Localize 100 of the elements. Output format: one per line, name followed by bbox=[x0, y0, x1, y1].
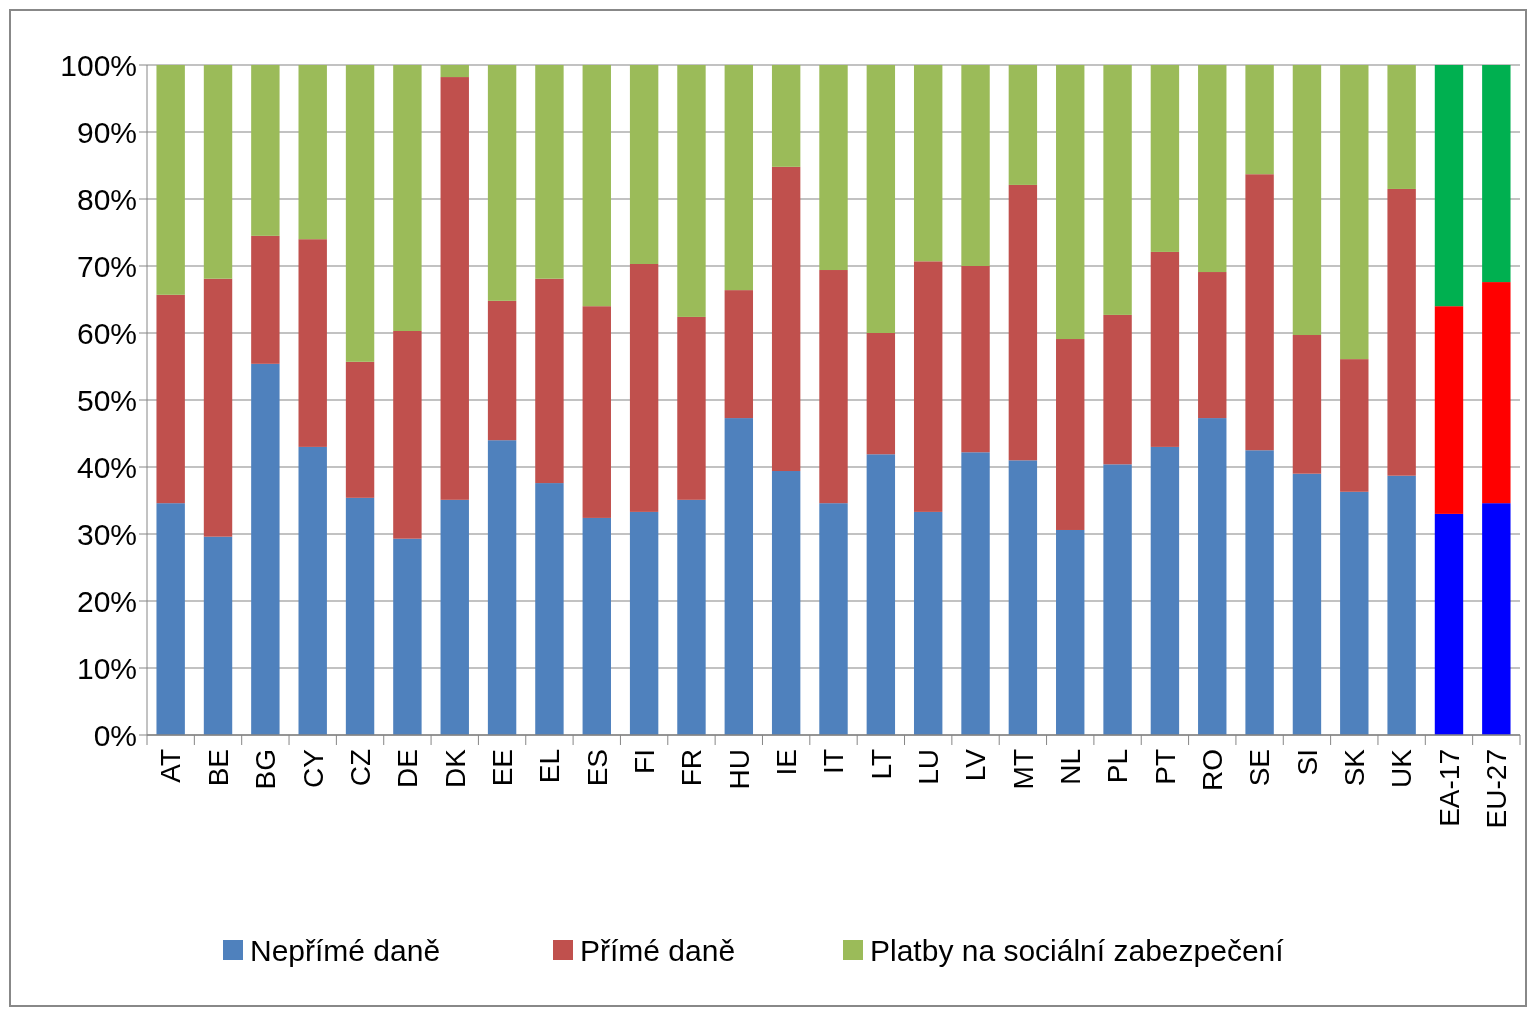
bar bbox=[298, 446, 327, 735]
bar bbox=[866, 454, 896, 735]
x-tick-label: DE bbox=[392, 749, 424, 788]
bar bbox=[629, 65, 659, 264]
bar bbox=[1434, 513, 1464, 735]
bar bbox=[724, 65, 754, 291]
bar bbox=[1340, 65, 1369, 360]
x-tick-label: RO bbox=[1197, 749, 1229, 791]
bar bbox=[724, 418, 754, 735]
x-tick-label: CY bbox=[297, 748, 329, 788]
bar bbox=[1198, 272, 1227, 419]
bar bbox=[1387, 188, 1416, 476]
bar bbox=[1103, 65, 1132, 315]
y-tick-label: 50% bbox=[76, 383, 137, 417]
x-tick-label: FR bbox=[676, 749, 708, 787]
x-tick-label: LT bbox=[865, 749, 897, 780]
legend-label: Nepřímé daně bbox=[250, 933, 441, 967]
bar bbox=[961, 65, 990, 266]
bar bbox=[724, 290, 754, 419]
y-tick-label: 70% bbox=[76, 249, 137, 283]
y-tick-label: 100% bbox=[60, 48, 137, 82]
bar bbox=[771, 65, 801, 167]
bar bbox=[156, 503, 185, 735]
bar bbox=[535, 483, 564, 735]
bar bbox=[1056, 529, 1085, 735]
bar bbox=[251, 65, 280, 236]
bar bbox=[866, 65, 896, 333]
bar bbox=[1150, 251, 1180, 447]
bar bbox=[1150, 446, 1180, 735]
bar bbox=[203, 65, 233, 279]
legend-label: Přímé daně bbox=[580, 933, 736, 967]
bar bbox=[582, 517, 611, 735]
bar bbox=[961, 452, 990, 735]
x-tick-label: IE bbox=[770, 749, 802, 776]
bar bbox=[1103, 314, 1132, 465]
bar bbox=[1056, 65, 1085, 340]
bar bbox=[156, 65, 185, 295]
x-tick-label: UK bbox=[1386, 748, 1418, 788]
bar bbox=[1150, 65, 1180, 252]
x-tick-label: EA-17 bbox=[1433, 749, 1465, 827]
bar bbox=[1482, 282, 1511, 504]
bar bbox=[819, 503, 848, 735]
bar bbox=[819, 65, 848, 271]
bar bbox=[487, 440, 517, 735]
x-tick-label: EU-27 bbox=[1481, 749, 1513, 829]
x-tick-label: PT bbox=[1149, 749, 1181, 785]
x-tick-label: SE bbox=[1244, 749, 1276, 787]
x-tick-label: EL bbox=[534, 749, 566, 784]
bar bbox=[298, 239, 327, 447]
bar bbox=[677, 499, 706, 735]
bar bbox=[1482, 65, 1511, 283]
y-tick-label: 10% bbox=[76, 651, 137, 685]
bar bbox=[1434, 65, 1464, 307]
bar bbox=[1340, 491, 1369, 735]
bar bbox=[440, 499, 469, 735]
bar bbox=[582, 65, 611, 307]
x-tick-label: SI bbox=[1291, 749, 1323, 776]
bar bbox=[1103, 464, 1132, 735]
bar bbox=[677, 316, 706, 500]
y-tick-label: 30% bbox=[76, 517, 137, 551]
x-tick-label: NL bbox=[1055, 749, 1087, 785]
bar bbox=[345, 497, 375, 735]
bar bbox=[1482, 503, 1511, 735]
bar bbox=[1387, 475, 1416, 735]
x-tick-label: FI bbox=[628, 749, 660, 774]
bar bbox=[203, 278, 233, 537]
bar bbox=[1245, 65, 1274, 175]
bar bbox=[1292, 65, 1322, 336]
bar bbox=[819, 270, 848, 504]
bar bbox=[1245, 450, 1274, 735]
bar bbox=[582, 306, 611, 518]
bar bbox=[771, 471, 801, 735]
bar bbox=[1198, 65, 1227, 273]
x-tick-label: LV bbox=[960, 748, 992, 782]
x-tick-label: AT bbox=[155, 749, 187, 783]
bar bbox=[345, 361, 375, 498]
x-tick-label: SK bbox=[1339, 748, 1371, 787]
bar bbox=[298, 65, 327, 240]
bar bbox=[1008, 65, 1038, 185]
bar bbox=[251, 235, 280, 364]
x-tick-label: CZ bbox=[344, 749, 376, 787]
x-tick-label: DK bbox=[439, 748, 471, 788]
bar bbox=[866, 333, 896, 455]
bar bbox=[1198, 418, 1227, 735]
bar bbox=[393, 65, 422, 331]
bar bbox=[1008, 184, 1038, 461]
bar bbox=[629, 263, 659, 512]
y-tick-label: 90% bbox=[76, 115, 137, 149]
legend-label: Platby na sociální zabezpečení bbox=[870, 933, 1285, 967]
y-tick-label: 20% bbox=[76, 584, 137, 618]
bar bbox=[487, 300, 517, 441]
bar bbox=[1292, 473, 1322, 735]
bar bbox=[913, 261, 943, 512]
bar bbox=[251, 363, 280, 735]
x-tick-label: LU bbox=[912, 749, 944, 785]
bar bbox=[345, 65, 375, 362]
bar bbox=[440, 77, 469, 500]
bar bbox=[1245, 174, 1274, 451]
bar bbox=[535, 65, 564, 279]
bar bbox=[961, 266, 990, 453]
